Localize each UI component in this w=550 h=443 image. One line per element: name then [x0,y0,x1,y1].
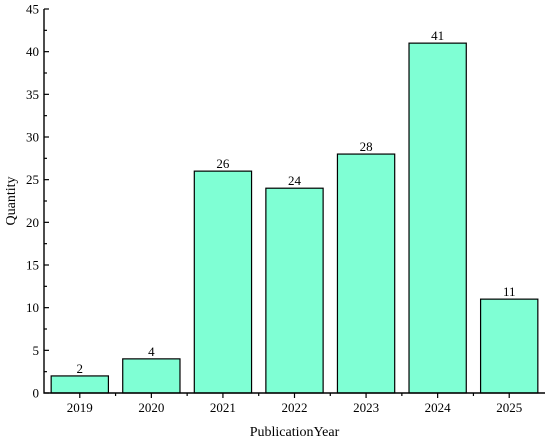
data-label-2022: 24 [288,173,302,188]
y-tick-label: 25 [26,172,39,187]
x-tick-label: 2023 [353,400,379,415]
data-label-2019: 2 [77,361,84,376]
y-axis-ticks: 0 5 10 15 20 25 30 35 40 45 [26,2,49,401]
bars-group [50,42,539,394]
x-tick-label: 2024 [425,400,452,415]
bar-2024 [408,42,467,394]
y-tick-label: 15 [26,258,39,273]
x-axis-ticks: 2019 2020 2021 2022 2023 2024 2025 [67,393,522,415]
data-label-2020: 4 [148,344,155,359]
data-label-2025: 11 [503,284,516,299]
y-tick-label: 0 [33,386,40,401]
bar-2025 [479,298,539,394]
data-label-2024: 41 [431,28,444,43]
bar-2020 [122,358,181,394]
y-tick-label: 40 [26,44,39,59]
bar-2019 [50,375,110,394]
bar-2022 [265,187,324,394]
bar-2023 [336,153,396,394]
y-tick-label: 10 [26,300,39,315]
x-tick-label: 2025 [496,400,522,415]
x-tick-label: 2019 [67,400,93,415]
axis-frame [43,9,545,394]
x-tick-label: 2020 [138,400,164,415]
y-tick-label: 20 [26,215,39,230]
x-axis-title: PublicationYear [250,425,340,440]
bar-2021 [193,170,253,394]
x-tick-label: 2022 [282,400,308,415]
data-label-2021: 26 [216,156,230,171]
y-tick-label: 35 [26,87,39,102]
y-tick-label: 45 [26,2,39,17]
y-tick-label: 5 [33,343,40,358]
y-axis-title: Quantity [4,177,19,226]
x-tick-label: 2021 [210,400,236,415]
data-label-2023: 28 [360,139,373,154]
y-tick-label: 30 [26,130,39,145]
